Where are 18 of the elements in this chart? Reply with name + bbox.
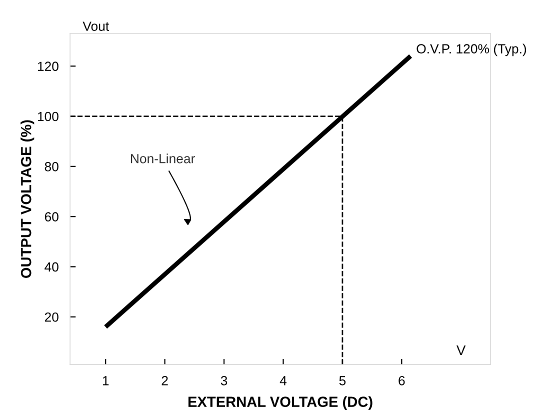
x-axis-title: EXTERNAL VOLTAGE (DC) [188, 396, 372, 410]
y-tick-label: 80 [44, 162, 58, 172]
x-tick-label: 3 [220, 376, 228, 386]
y-tick-label: 20 [44, 312, 58, 322]
y-tick-label: 40 [44, 262, 58, 272]
annotation: Non-Linear [131, 154, 195, 164]
text: Vout [82, 22, 109, 31]
x-tick-label: 6 [398, 376, 405, 386]
x-tick-label: 5 [339, 376, 346, 386]
x-tick-label: 1 [102, 376, 109, 386]
y-tick-label: 120 [38, 62, 58, 72]
x-tick-label: 4 [280, 376, 287, 386]
annotation: V [456, 345, 466, 356]
annotation: O.V.P. 120% (Typ.) [416, 44, 526, 56]
y-axis-title: OUTPUT VOLTAGE (%) [20, 120, 34, 278]
y-tick-label: 60 [44, 212, 58, 222]
x-tick-label: 2 [162, 376, 168, 386]
y-tick-label: 100 [38, 112, 58, 122]
